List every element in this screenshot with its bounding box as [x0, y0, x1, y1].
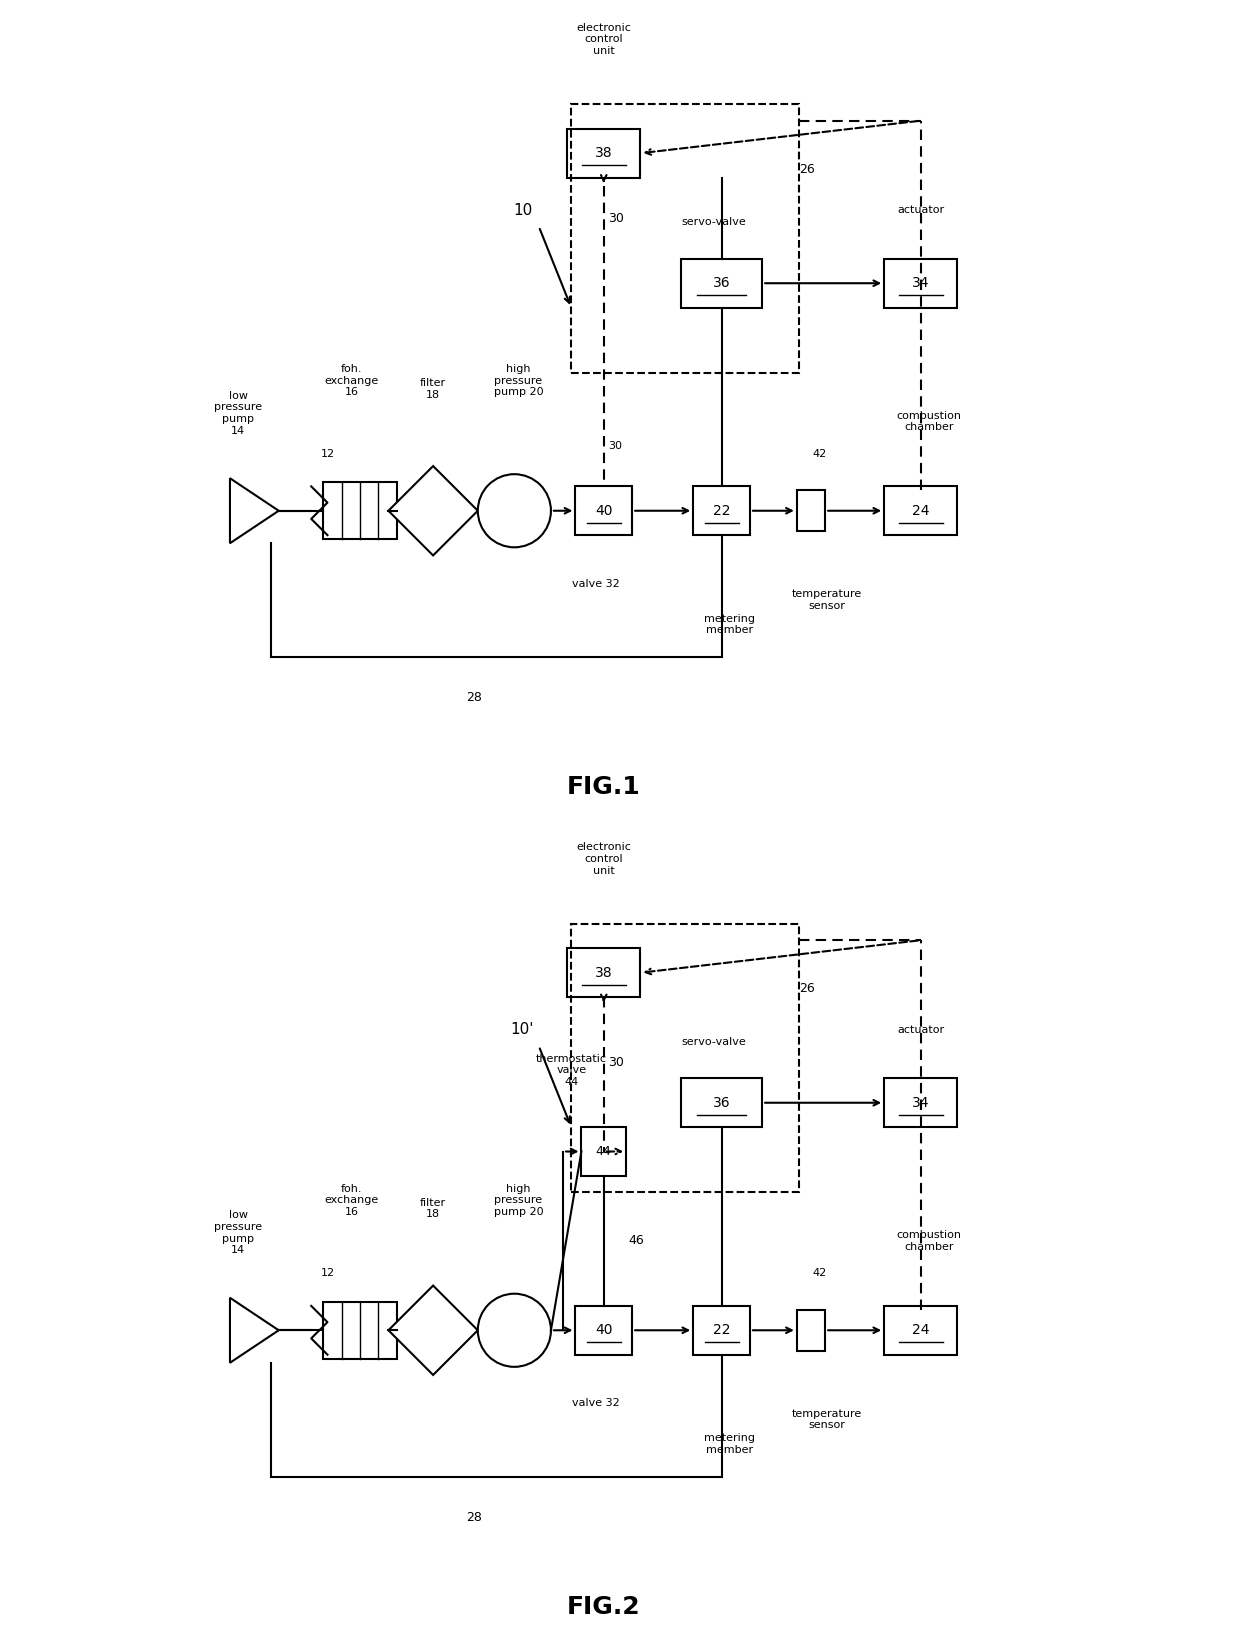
Text: actuator: actuator: [897, 1024, 944, 1035]
Text: 24: 24: [911, 504, 930, 518]
Text: 22: 22: [713, 1323, 730, 1337]
Bar: [681, 258, 763, 308]
Text: 10: 10: [513, 202, 532, 217]
Text: 40: 40: [595, 504, 613, 518]
Text: 24: 24: [911, 1323, 930, 1337]
Text: foh.
exchange
16: foh. exchange 16: [325, 364, 379, 397]
Text: thermostatic
valve
44: thermostatic valve 44: [536, 1053, 606, 1086]
Text: electronic
control
unit: electronic control unit: [577, 843, 631, 876]
Text: high
pressure
pump 20: high pressure pump 20: [494, 364, 543, 397]
Text: 34: 34: [911, 277, 930, 290]
Text: 12: 12: [320, 449, 335, 459]
Text: low
pressure
pump
14: low pressure pump 14: [215, 1210, 262, 1256]
Text: 30: 30: [608, 212, 624, 226]
Circle shape: [477, 474, 551, 548]
Text: 30: 30: [608, 441, 621, 451]
Text: filter
18: filter 18: [420, 1198, 446, 1220]
Bar: [797, 1310, 825, 1351]
Text: temperature
sensor: temperature sensor: [792, 1409, 862, 1430]
Bar: [884, 1305, 957, 1355]
Text: 36: 36: [713, 1096, 730, 1109]
Text: 38: 38: [595, 966, 613, 979]
Text: 12: 12: [320, 1269, 335, 1279]
Text: filter
18: filter 18: [420, 379, 446, 400]
Bar: [567, 128, 640, 178]
Text: metering
member: metering member: [704, 1434, 755, 1455]
Text: 38: 38: [595, 146, 613, 160]
Text: valve 32: valve 32: [572, 1399, 620, 1409]
Bar: [681, 1078, 763, 1128]
Text: FIG.1: FIG.1: [567, 775, 641, 798]
Text: valve 32: valve 32: [572, 579, 620, 589]
Bar: [693, 1305, 750, 1355]
Polygon shape: [229, 479, 279, 543]
Text: metering
member: metering member: [704, 614, 755, 635]
Text: 42: 42: [812, 1269, 826, 1279]
Text: high
pressure
pump 20: high pressure pump 20: [494, 1183, 543, 1216]
Text: servo-valve: servo-valve: [681, 1037, 745, 1047]
Bar: [572, 923, 799, 1192]
Text: electronic
control
unit: electronic control unit: [577, 23, 631, 56]
Text: servo-valve: servo-valve: [681, 217, 745, 227]
Bar: [797, 491, 825, 532]
Bar: [324, 1302, 397, 1358]
Text: temperature
sensor: temperature sensor: [792, 589, 862, 611]
Text: 46: 46: [629, 1234, 644, 1248]
Text: actuator: actuator: [897, 206, 944, 216]
Polygon shape: [229, 1297, 279, 1363]
Bar: [575, 486, 632, 535]
Bar: [324, 482, 397, 540]
Bar: [582, 1128, 626, 1175]
Bar: [567, 948, 640, 997]
Text: 44: 44: [596, 1146, 611, 1159]
Bar: [884, 258, 957, 308]
Text: 28: 28: [466, 1511, 481, 1524]
Text: 40: 40: [595, 1323, 613, 1337]
Text: 26: 26: [799, 983, 815, 996]
Bar: [575, 1305, 632, 1355]
Circle shape: [477, 1294, 551, 1366]
Text: 42: 42: [812, 449, 826, 459]
Text: 28: 28: [466, 691, 481, 704]
Bar: [572, 104, 799, 372]
Text: 34: 34: [911, 1096, 930, 1109]
Bar: [884, 1078, 957, 1128]
Text: low
pressure
pump
14: low pressure pump 14: [215, 390, 262, 436]
Text: 26: 26: [799, 163, 815, 176]
Text: FIG.2: FIG.2: [567, 1595, 641, 1618]
Text: 22: 22: [713, 504, 730, 518]
Text: combustion
chamber: combustion chamber: [897, 410, 961, 433]
Polygon shape: [388, 1286, 477, 1374]
Text: 36: 36: [713, 277, 730, 290]
Text: 30: 30: [608, 1055, 624, 1068]
Polygon shape: [388, 466, 477, 555]
Bar: [693, 486, 750, 535]
Text: combustion
chamber: combustion chamber: [897, 1230, 961, 1251]
Text: foh.
exchange
16: foh. exchange 16: [325, 1183, 379, 1216]
Text: 10': 10': [511, 1022, 534, 1037]
Bar: [884, 486, 957, 535]
